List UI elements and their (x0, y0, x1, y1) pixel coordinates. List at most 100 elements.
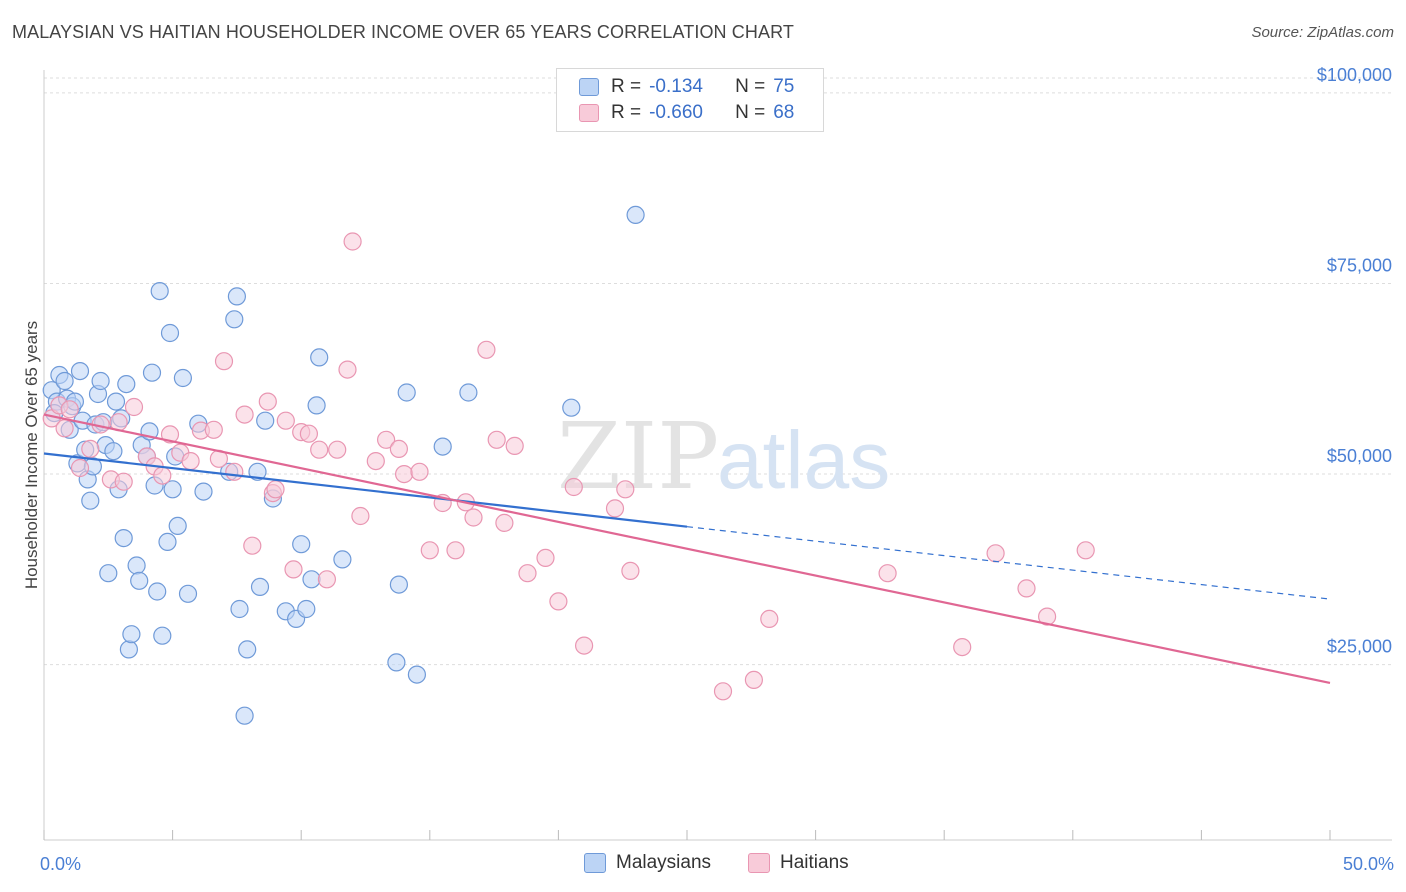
haitians-point (760, 609, 779, 629)
haitians-point (605, 499, 625, 518)
malaysians-point (387, 653, 406, 672)
haitians-point (389, 439, 408, 458)
malaysians-point (626, 205, 645, 224)
haitians-point (258, 392, 277, 411)
series-legend: Malaysians Haitians (0, 852, 1406, 878)
malaysians-point (407, 665, 426, 684)
malaysians-point (130, 571, 149, 590)
haitians-point (214, 352, 234, 371)
malaysians-swatch (579, 78, 599, 96)
malaysians-point (248, 462, 267, 481)
malaysians-point (194, 482, 213, 501)
haitians-point (70, 458, 90, 478)
haitians-point (153, 466, 172, 485)
haitians-point (235, 405, 254, 424)
legend-item-haitians: Haitians (748, 852, 849, 874)
y-tick-label: $75,000 (1327, 255, 1392, 275)
source-label: Source: ZipAtlas.com (1251, 24, 1394, 41)
haitians-point (574, 636, 594, 655)
malaysians-trend-extension (686, 526, 1331, 600)
legend-row-haitians: R = -0.660 N = 68 (579, 101, 794, 125)
haitians-point (495, 513, 514, 533)
haitians-swatch (579, 104, 599, 122)
r-label: R = (611, 102, 642, 123)
haitians-point (55, 419, 74, 438)
haitians-point (284, 560, 303, 579)
malaysians-point (178, 584, 198, 603)
haitians-point (464, 508, 483, 527)
haitians-point (266, 480, 285, 499)
y-tick-label: $25,000 (1327, 637, 1392, 657)
haitians-point (160, 425, 180, 444)
points-layer (42, 205, 1095, 725)
malaysians-point (142, 363, 162, 382)
stats-legend: R = -0.134 N = 75 R = -0.660 N = 68 (556, 68, 824, 132)
malaysians-point (235, 706, 254, 725)
grid-lines (44, 77, 1392, 666)
malaysians-point (160, 323, 180, 343)
malaysians-point (150, 282, 169, 301)
n-label: N = (735, 76, 766, 97)
haitians-point (549, 592, 568, 611)
malaysians-point (119, 640, 138, 659)
haitians-point (616, 480, 635, 499)
haitians-point (477, 340, 496, 359)
malaysians-point (433, 437, 452, 456)
haitians-point (114, 472, 133, 491)
haitians-swatch (748, 853, 770, 873)
legend-item-malaysians: Malaysians (584, 852, 711, 874)
haitians-point (366, 452, 385, 471)
n-label: N = (735, 102, 766, 123)
malaysians-point (459, 383, 478, 402)
legend-label: Haitians (780, 852, 849, 873)
malaysians-trend-line (43, 452, 688, 528)
malaysians-point (114, 528, 133, 548)
haitians-point (505, 436, 524, 455)
haitians-point (878, 564, 897, 583)
legend-row-malaysians: R = -0.134 N = 75 (579, 75, 794, 99)
malaysians-point (302, 570, 321, 589)
n-value: 68 (773, 102, 795, 123)
malaysians-point (148, 582, 167, 601)
haitians-point (343, 232, 362, 251)
malaysians-point (122, 625, 141, 644)
malaysians-point (297, 599, 316, 619)
malaysians-point (250, 577, 270, 597)
haitians-point (1017, 579, 1036, 598)
malaysians-point (389, 575, 408, 594)
axes (43, 70, 1392, 841)
haitians-point (536, 548, 555, 568)
x-tick-label-max: 50.0% (1343, 854, 1394, 874)
haitians-trend-line (43, 413, 1331, 685)
haitians-point (953, 637, 972, 657)
malaysians-point (153, 626, 172, 645)
malaysians-point (117, 375, 136, 394)
malaysians-point (106, 392, 126, 411)
malaysians-point (55, 371, 74, 391)
malaysians-point (127, 556, 146, 575)
y-tick-label: $50,000 (1327, 446, 1392, 466)
haitians-point (1037, 607, 1057, 626)
r-value: -0.660 (649, 102, 703, 123)
chart-title: MALAYSIAN VS HAITIAN HOUSEHOLDER INCOME … (12, 22, 794, 42)
haitians-point (328, 440, 347, 459)
haitians-point (446, 541, 465, 560)
malaysians-point (333, 550, 352, 569)
haitians-point (420, 541, 439, 560)
malaysians-point (397, 383, 416, 402)
haitians-point (124, 397, 144, 417)
malaysians-point (310, 348, 329, 367)
malaysians-point (158, 532, 177, 552)
axis-labels: $25,000 $50,000 $75,000 $100,000 0.0% 50.0% Ho… (22, 65, 1394, 874)
haitians-point (276, 411, 295, 430)
malaysians-point (168, 516, 187, 536)
malaysians-point (227, 287, 246, 306)
malaysians-point (163, 480, 182, 499)
haitians-point (713, 682, 733, 701)
r-label: R = (611, 76, 642, 97)
malaysians-point (238, 640, 257, 659)
haitians-point (395, 465, 414, 484)
malaysians-point (91, 371, 110, 391)
malaysians-point (173, 368, 192, 388)
haitians-point (744, 670, 764, 690)
